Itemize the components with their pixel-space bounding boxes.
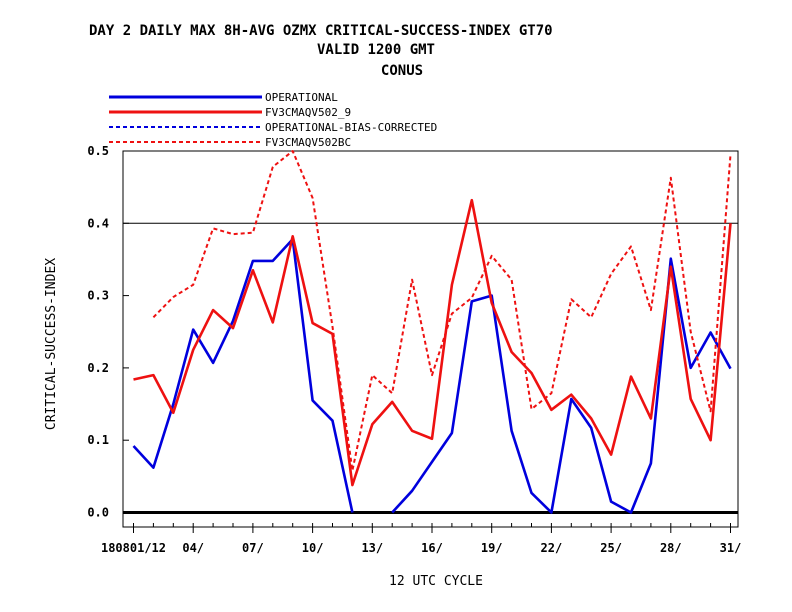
x-tick-label: 13/ [361, 541, 383, 555]
reference-lines [123, 222, 738, 514]
x-tick-label: 07/ [242, 541, 264, 555]
legend-label-fv3cmaq: FV3CMAQV502_9 [265, 106, 351, 119]
x-tick-label: 31/ [720, 541, 742, 555]
x-tick-label: 22/ [541, 541, 563, 555]
y-tick-label: 0.3 [87, 289, 109, 303]
x-axis-ticks: 180801/12 04/07/10/13/16/19/22/25/28/31/ [101, 523, 741, 555]
y-axis-ticks: 0.0 0.1 0.2 0.3 0.4 0.5 [87, 144, 129, 520]
series-line-3 [152, 150, 732, 472]
legend: OPERATIONAL FV3CMAQV502_9 OPERATIONAL-BI… [109, 91, 437, 149]
legend-label-operational: OPERATIONAL [265, 91, 338, 104]
x-tick-label: 180801/12 [101, 541, 166, 555]
x-tick-label: 16/ [421, 541, 443, 555]
y-tick-label: 0.1 [87, 433, 109, 447]
x-tick-label: 04/ [182, 541, 204, 555]
y-tick-label: 0.0 [87, 506, 109, 520]
y-tick-label: 0.4 [87, 216, 109, 230]
legend-label-fv3cmaq-bc: FV3CMAQV502BC [265, 136, 351, 149]
x-tick-label: 25/ [600, 541, 622, 555]
legend-label-operational-bc: OPERATIONAL-BIAS-CORRECTED [265, 121, 437, 134]
chart-title-line3: CONUS [381, 63, 423, 79]
plot-area: 0.0 0.1 0.2 0.3 0.4 0.5 180801/12 04/07/10/13/… [87, 144, 741, 555]
series-line-1 [133, 198, 732, 487]
y-tick-label: 0.2 [87, 361, 109, 375]
series-lines [132, 150, 732, 514]
x-tick-label: 19/ [481, 541, 503, 555]
plot-frame [122, 150, 739, 528]
y-tick-label: 0.5 [87, 144, 109, 158]
chart-title-line1: DAY 2 DAILY MAX 8H-AVG OZMX CRITICAL-SUC… [89, 23, 553, 39]
x-tick-label: 28/ [660, 541, 682, 555]
chart-title-line2: VALID 1200 GMT [317, 42, 435, 58]
y-axis-label: CRITICAL-SUCCESS-INDEX [44, 258, 59, 430]
x-tick-label: 10/ [302, 541, 324, 555]
x-axis-label: 12 UTC CYCLE [389, 574, 483, 589]
series-line-0 [132, 237, 732, 514]
